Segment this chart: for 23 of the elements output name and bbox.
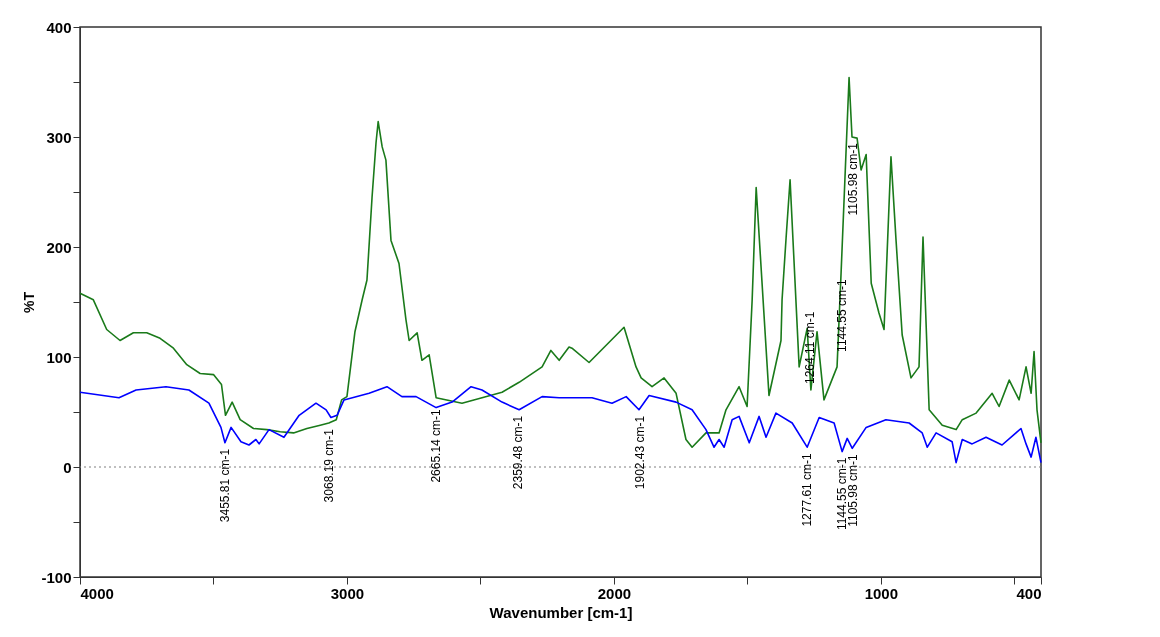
x-tick-label: 2000 [597,584,632,602]
annotation: 1144.55 cm-1 [835,279,850,352]
annotation: 1264.11 cm-1 [803,311,818,384]
y-tick-label: 100 [46,348,72,366]
y-tick-label: 0 [63,458,72,476]
annotation: 1105.98 cm-1 [845,453,860,527]
x-tick-label: 400 [1016,584,1042,602]
annotation: 3068.19 cm-1 [321,428,336,503]
x-tick-label: 3000 [330,584,365,602]
annotation: 2359.48 cm-1 [510,415,525,490]
annotation: 1277.61 cm-1 [799,452,814,527]
y-tick-label: 300 [46,128,72,146]
y-tick-label: 400 [46,18,72,36]
annotation: 3455.81 cm-1 [218,448,233,523]
x-tick-label: 1000 [864,584,899,602]
y-tick-label: -100 [41,568,72,586]
annotation: 1105.98 cm-1 [845,142,860,216]
x-axis-title: Wavenumber [cm-1] [489,603,633,621]
annotation: 2665.14 cm-1 [429,408,444,483]
x-tick-label: 4000 [80,584,114,602]
y-tick-label: 200 [46,238,72,256]
y-axis-title: %T [21,291,38,313]
annotation: 1902.43 cm-1 [632,415,647,490]
